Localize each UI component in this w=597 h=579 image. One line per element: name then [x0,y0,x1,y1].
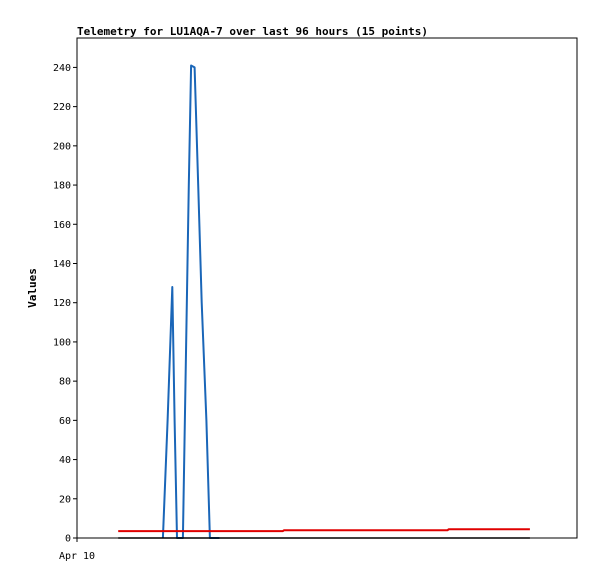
x-tick-label: Apr 10 [59,551,95,562]
y-tick-label: 160 [53,220,71,231]
y-tick-label: 60 [59,416,71,427]
y-axis-label: Values [26,268,39,308]
y-tick-label: 120 [53,298,71,309]
series-line-1 [161,64,220,539]
series-line-2 [118,528,530,533]
y-tick-label: 100 [53,337,71,348]
y-axis-ticks: 0 20 40 60 80 100 120 140 160 180 200 220 240 [53,63,77,545]
x-axis-ticks: Apr 10 [59,538,95,562]
y-tick-label: 20 [59,494,71,505]
y-tick-label: 240 [53,63,71,74]
chart-title: Telemetry for LU1AQA-7 over last 96 hour… [77,25,428,38]
y-tick-label: 140 [53,259,71,270]
series-layer [118,64,530,539]
y-tick-label: 40 [59,455,71,466]
y-tick-label: 80 [59,377,71,388]
y-tick-label: 180 [53,181,71,192]
y-tick-label: 0 [65,534,71,545]
y-tick-label: 220 [53,102,71,113]
y-tick-label: 200 [53,141,71,152]
